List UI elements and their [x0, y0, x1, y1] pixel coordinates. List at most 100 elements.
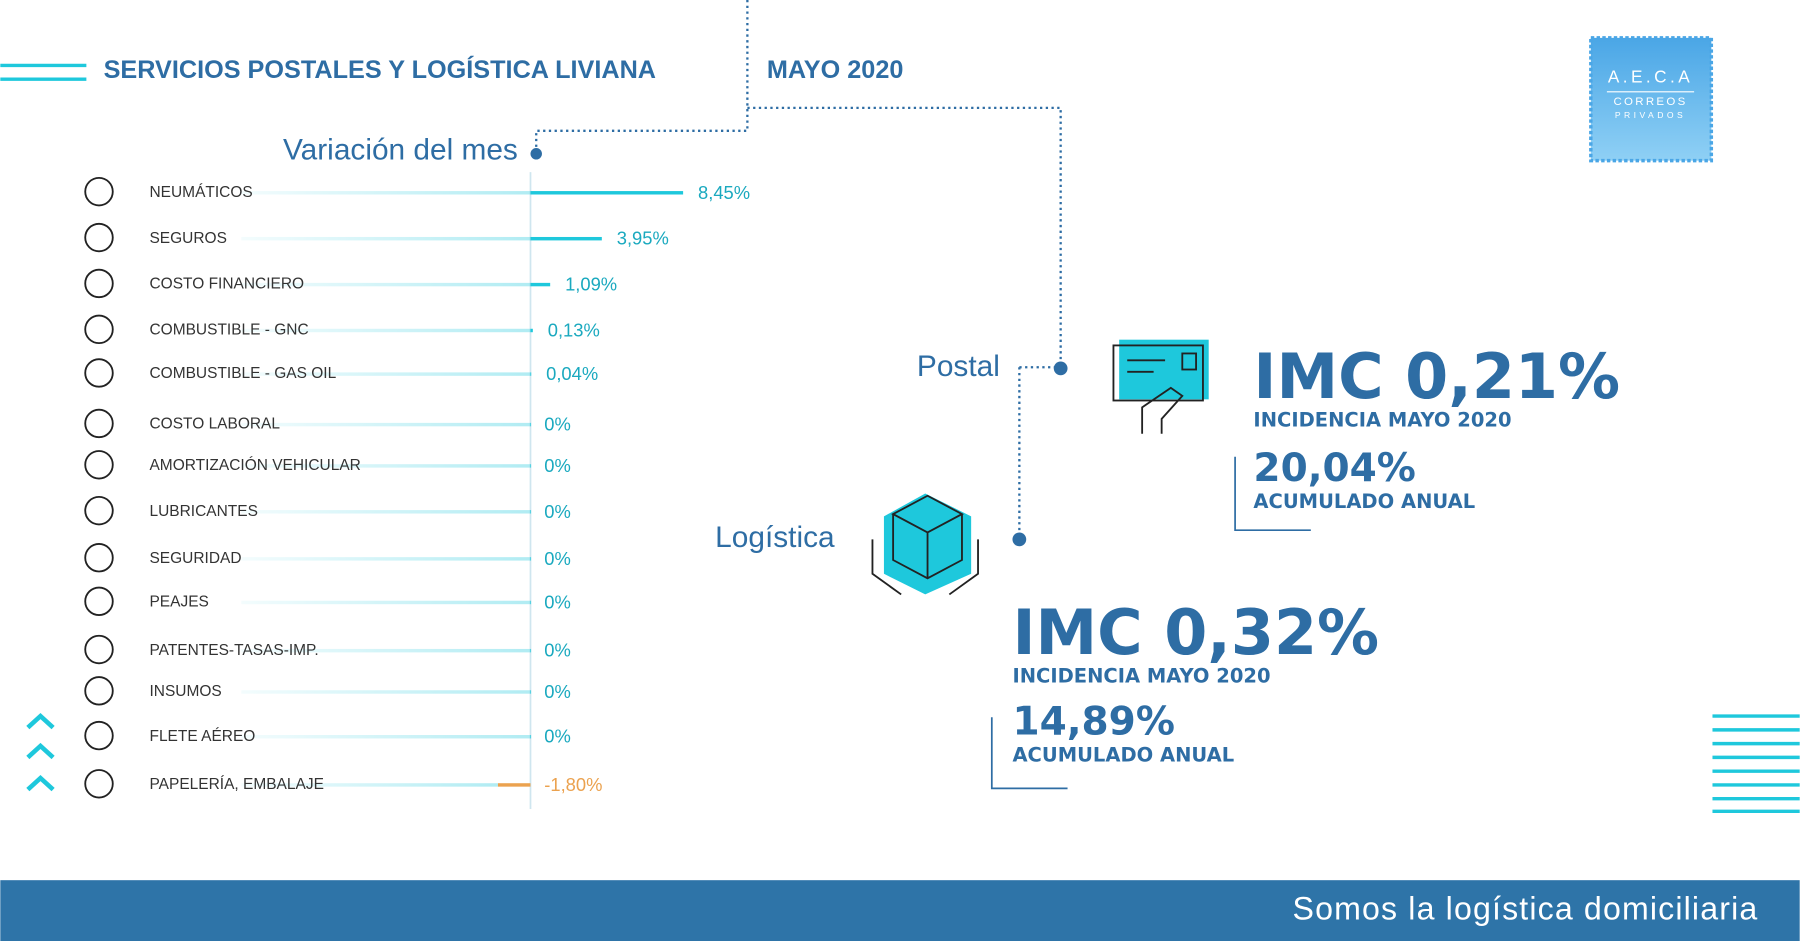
category-label: COSTO LABORAL	[149, 416, 280, 433]
logistica-annual-label: ACUMULADO ANUAL	[1012, 744, 1234, 767]
value-label: 8,45%	[698, 182, 750, 203]
leader	[241, 282, 531, 287]
logistica-label: Logística	[715, 521, 835, 554]
row-icon	[84, 676, 114, 706]
value-label: 1,09%	[565, 274, 617, 295]
row-icon	[84, 268, 114, 299]
chart-title: Variación del mes	[283, 133, 518, 166]
leader	[241, 600, 531, 605]
category-label: NEUMÁTICOS	[149, 184, 252, 201]
logo-name: A.E.C.A	[1608, 67, 1693, 87]
category-label: INSUMOS	[149, 683, 221, 700]
bar	[530, 191, 684, 195]
bar	[530, 600, 532, 605]
value-label: 0%	[544, 501, 571, 522]
category-label: AMORTIZACIÓN VEHICULAR	[149, 457, 360, 474]
logistica-bracket	[990, 717, 1068, 790]
row-icon	[84, 314, 114, 345]
footer-tagline: Somos la logística domiciliaria	[1293, 891, 1759, 927]
value-label: 0,13%	[548, 319, 600, 340]
category-label: PEAJES	[149, 594, 208, 611]
bar	[530, 557, 532, 561]
row-icon	[84, 543, 114, 573]
leader	[241, 648, 531, 653]
row-icon	[84, 720, 114, 751]
value-label: 3,95%	[617, 228, 669, 249]
postal-imc: IMC 0,21%	[1253, 340, 1620, 413]
leader	[241, 783, 498, 787]
logistica-incidence: INCIDENCIA MAYO 2020	[1012, 665, 1270, 688]
bar	[530, 648, 532, 653]
value-label: 0%	[544, 455, 571, 476]
postal-bracket	[1234, 456, 1311, 532]
logo-line1: CORREOS	[1613, 96, 1687, 108]
bar	[530, 422, 532, 427]
bar	[530, 464, 532, 468]
row-icon	[84, 176, 114, 207]
category-label: COMBUSTIBLE - GAS OIL	[149, 365, 336, 382]
footer-band	[0, 880, 1800, 941]
logo: A.E.C.A CORREOS PRIVADOS	[1589, 36, 1714, 163]
logistica-imc: IMC 0,32%	[1012, 596, 1379, 669]
postal-label: Postal	[917, 350, 1000, 383]
bar	[530, 735, 532, 739]
category-label: SEGUROS	[149, 230, 226, 247]
category-label: PAPELERÍA, EMBALAJE	[149, 776, 323, 793]
leader	[241, 464, 531, 468]
stripes	[1712, 714, 1800, 814]
category-label: COSTO FINANCIERO	[149, 276, 304, 293]
logistica-icon	[871, 493, 979, 596]
postal-incidence: INCIDENCIA MAYO 2020	[1253, 409, 1511, 432]
row-icon	[84, 769, 114, 799]
row-icon	[84, 222, 114, 253]
value-label: 0%	[544, 414, 571, 435]
leader	[241, 557, 531, 561]
leader	[241, 422, 531, 427]
bar	[530, 328, 533, 333]
leader	[241, 236, 531, 241]
bar	[530, 282, 551, 287]
header-title: SERVICIOS POSTALES Y LOGÍSTICA LIVIANA	[104, 55, 656, 84]
leader	[241, 510, 531, 514]
postal-annual-label: ACUMULADO ANUAL	[1253, 490, 1475, 513]
bar	[530, 236, 602, 241]
leader	[241, 328, 531, 333]
category-label: COMBUSTIBLE - GNC	[149, 322, 308, 339]
header-lines	[0, 63, 87, 81]
category-label: LUBRICANTES	[149, 503, 257, 520]
row-icon	[84, 450, 114, 480]
leader	[241, 191, 531, 195]
logo-line2: PRIVADOS	[1615, 110, 1686, 120]
row-icon	[84, 408, 114, 439]
bar	[530, 372, 532, 376]
value-label: -1,80%	[544, 774, 602, 795]
row-icon	[84, 586, 114, 617]
chevrons	[26, 712, 55, 792]
postal-annual: 20,04%	[1253, 446, 1415, 491]
category-label: PATENTES-TASAS-IMP.	[149, 642, 318, 659]
value-label: 0%	[544, 591, 571, 612]
logistica-annual: 14,89%	[1012, 700, 1174, 745]
bar	[530, 690, 532, 694]
value-label: 0%	[544, 548, 571, 569]
leader	[241, 735, 531, 739]
row-icon	[84, 634, 114, 665]
postal-icon	[1112, 339, 1209, 434]
header-date: MAYO 2020	[767, 56, 904, 84]
value-label: 0%	[544, 640, 571, 661]
connector-dots	[530, 148, 1068, 547]
category-label: FLETE AÉREO	[149, 728, 255, 745]
row-icon	[84, 495, 114, 526]
leader	[241, 690, 531, 694]
value-label: 0%	[544, 726, 571, 747]
bar	[497, 783, 531, 787]
leader	[241, 372, 531, 376]
value-label: 0,04%	[546, 363, 598, 384]
category-label: SEGURIDAD	[149, 550, 241, 567]
row-icon	[84, 358, 114, 388]
value-label: 0%	[544, 681, 571, 702]
bar-chart: NEUMÁTICOS 8,45% SEGUROS 3,95% COSTO FINANCI…	[84, 176, 750, 799]
connectors	[535, 0, 1062, 540]
